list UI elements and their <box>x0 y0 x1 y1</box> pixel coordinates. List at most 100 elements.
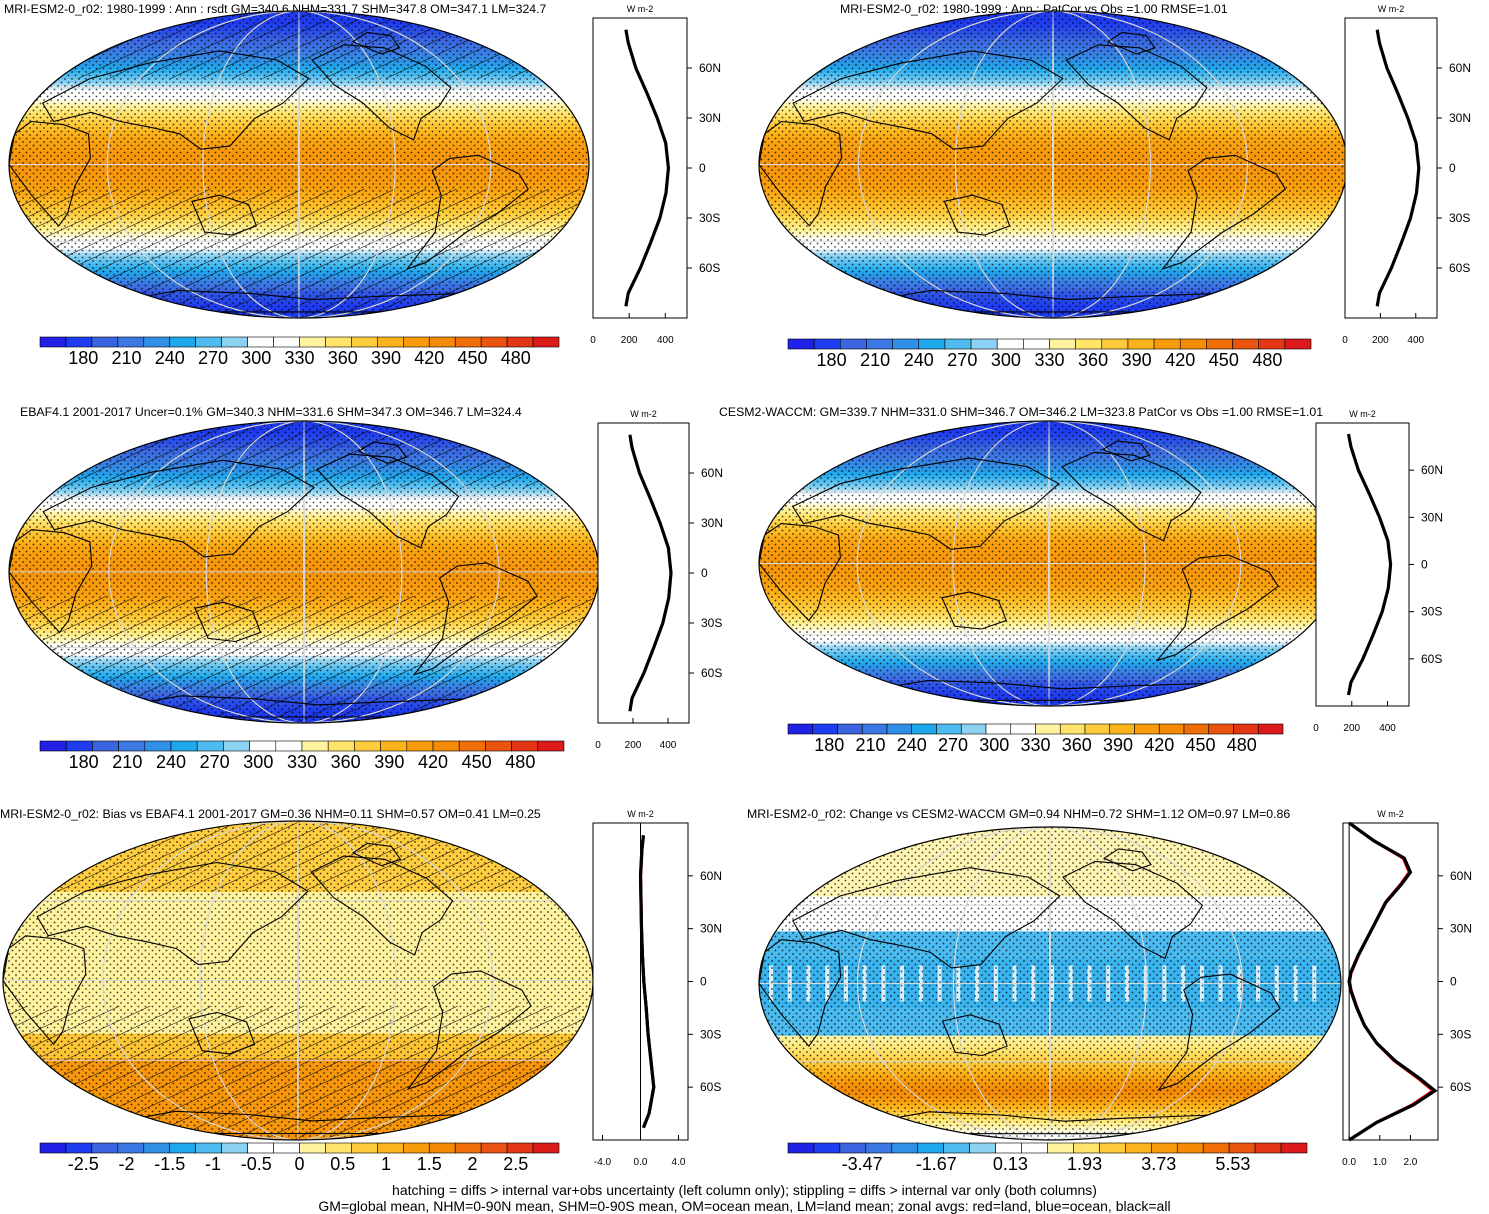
zonal-units: W m-2 <box>630 409 657 419</box>
colorbar-p4: 180 210 240 270 300 330 360 390 420 450 480 <box>787 723 1284 755</box>
zonal-xtick-label: 400 <box>1379 723 1396 734</box>
colorbar-swatch <box>247 336 274 348</box>
colorbar-swatch <box>1059 723 1086 735</box>
zonal-units: W m-2 <box>1378 4 1405 14</box>
panel-p1: MRI-ESM2-0_r02: 1980-1999 : Ann : rsdt G… <box>4 2 721 368</box>
panel-title-p4: CESM2-WACCM: GM=339.7 NHM=331.0 SHM=346.… <box>719 405 1323 419</box>
colorbar-swatch <box>532 336 560 348</box>
colorbar-swatch <box>861 723 888 735</box>
colorbar-tick-label: 210 <box>111 348 141 368</box>
colorbar-swatch <box>1021 1142 1048 1154</box>
colorbar-swatch <box>91 336 119 348</box>
colorbar-swatch <box>275 740 303 752</box>
zonal-line-all <box>1347 821 1438 1142</box>
colorbar-tick-label: 420 <box>1144 735 1174 755</box>
panel-p4: CESM2-WACCM: GM=339.7 NHM=331.0 SHM=346.… <box>719 405 1443 755</box>
colorbar-swatch <box>301 740 329 752</box>
zonal-frame <box>1315 422 1410 707</box>
panel-p2: MRI-ESM2-0_r02: 1980-1999 : Ann : PatCor… <box>758 2 1471 370</box>
panel-p5: MRI-ESM2-0_r02: Bias vs EBAF4.1 2001-201… <box>0 807 722 1174</box>
colorbar-swatch <box>65 1142 93 1154</box>
colorbar-swatch <box>327 740 355 752</box>
zonal-ytick-label: 30S <box>701 616 722 630</box>
map-p5 <box>3 821 593 1140</box>
colorbar-tick-label: 390 <box>1103 735 1133 755</box>
coastline <box>140 1110 465 1135</box>
colorbar-tick-label: 5.53 <box>1215 1154 1250 1174</box>
graticule-lon <box>106 11 492 318</box>
colorbar-swatch <box>911 723 937 735</box>
zonal-line-all <box>1346 433 1393 696</box>
colorbar-swatch <box>39 740 67 752</box>
zonal-xtick-label: 2.0 <box>1403 1157 1417 1168</box>
colorbar-tick-label: 270 <box>947 350 977 370</box>
colorbar-tick-label: -3.47 <box>842 1154 883 1174</box>
colorbar-swatch <box>839 338 867 350</box>
colorbar-swatch <box>813 1142 841 1154</box>
colorbar-swatch <box>428 336 456 348</box>
colorbar-swatch <box>402 336 430 348</box>
colorbar-tick-label: 480 <box>1227 735 1257 755</box>
coastline <box>894 1111 1215 1135</box>
zonal-xtick-label: 200 <box>1343 723 1360 734</box>
zonal-ytick-label: 60S <box>700 1080 721 1094</box>
colorbar-swatch <box>917 1142 945 1154</box>
colorbar-swatch <box>92 740 119 752</box>
colorbar-tick-label: 0 <box>294 1154 304 1174</box>
coastline <box>1102 848 1152 872</box>
colorbar-tick-label: 450 <box>462 752 492 772</box>
graticule-lon <box>1048 421 1050 706</box>
colorbar-tick-label: 450 <box>457 348 487 368</box>
coastline <box>311 44 452 141</box>
graticule-lon <box>199 821 397 1140</box>
coastline <box>1065 44 1208 141</box>
colorbar-swatch <box>169 336 197 348</box>
zonal-xtick-label: 0 <box>1313 723 1319 734</box>
zonal-xtick-label: 0.0 <box>1342 1157 1356 1168</box>
coastline <box>895 289 1220 313</box>
colorbar-swatch <box>918 338 946 350</box>
colorbar-swatch <box>1023 338 1050 350</box>
coastline <box>1101 440 1151 462</box>
colorbar-tick-label: 420 <box>418 752 448 772</box>
zonal-ytick-label: 0 <box>1421 558 1428 572</box>
zonal-xtick-label: -4.0 <box>594 1157 612 1168</box>
zonal-panel-p3: W m-2 60N 30N 0 30S 60S 0 200 400 <box>595 409 723 751</box>
colorbar-swatch <box>511 740 539 752</box>
coastline <box>405 154 529 270</box>
coastline <box>941 1014 1008 1057</box>
graticule-lon <box>1049 827 1051 1140</box>
zonal-ytick-label: 0 <box>1449 161 1456 175</box>
colorbar-tick-label: 0.5 <box>330 1154 355 1174</box>
colorbar-swatch <box>943 1142 970 1154</box>
colorbar-swatch <box>299 336 326 348</box>
colorbar-tick-label: 480 <box>501 348 531 368</box>
colorbar-tick-label: 330 <box>287 752 317 772</box>
panel-p3: EBAF4.1 2001-2017 Uncer=0.1% GM=340.3 NH… <box>8 405 723 772</box>
footer-hatching-note: hatching = diffs > internal var+obs unce… <box>392 1182 1097 1198</box>
map-p2 <box>759 11 1347 318</box>
graticule-lon <box>954 11 1152 318</box>
colorbar-tick-label: 270 <box>938 735 968 755</box>
colorbar-swatch <box>1202 1142 1230 1154</box>
colorbar-swatch <box>936 723 962 735</box>
coastline <box>9 120 91 227</box>
colorbar-tick-label: 0.13 <box>993 1154 1028 1174</box>
zonal-ytick-label: 60N <box>1449 61 1471 75</box>
colorbar-p2: 180 210 240 270 300 330 360 390 420 450 480 <box>787 338 1312 370</box>
map-p1 <box>9 11 589 318</box>
colorbar-swatch <box>1228 1142 1256 1154</box>
zonal-ytick-label: 30N <box>701 516 723 530</box>
colorbar-swatch <box>377 1142 404 1154</box>
colorbar-p6: -3.47 -1.67 0.13 1.93 3.73 5.53 <box>787 1142 1308 1174</box>
colorbar-swatch <box>1158 723 1185 735</box>
zonal-ytick-label: 0 <box>700 975 707 989</box>
zonal-xtick-label: 400 <box>660 740 677 751</box>
colorbar-swatch <box>223 740 250 752</box>
panel-title-p6: MRI-ESM2-0_r02: Change vs CESM2-WACCM GM… <box>747 807 1290 821</box>
colorbar-swatch <box>1099 1142 1126 1154</box>
coastline <box>191 194 258 236</box>
zonal-ytick-label: 30S <box>700 1027 721 1041</box>
zonal-panel-p4: W m-2 60N 30N 0 30S 60S 0 200 400 <box>1313 409 1443 734</box>
graticule-lon <box>952 827 1148 1140</box>
